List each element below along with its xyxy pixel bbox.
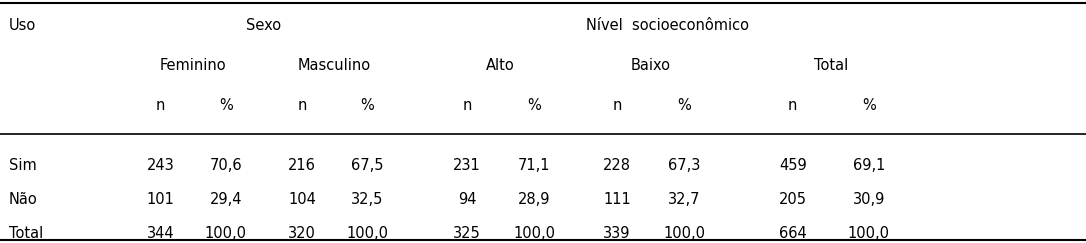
Text: 339: 339 xyxy=(603,226,631,241)
Text: 325: 325 xyxy=(453,226,481,241)
Text: Total: Total xyxy=(9,226,43,241)
Text: 104: 104 xyxy=(288,192,316,207)
Text: %: % xyxy=(219,98,232,113)
Text: n: n xyxy=(463,98,471,113)
Text: 70,6: 70,6 xyxy=(210,158,242,173)
Text: 216: 216 xyxy=(288,158,316,173)
Text: 100,0: 100,0 xyxy=(514,226,555,241)
Text: 32,5: 32,5 xyxy=(351,192,383,207)
Text: n: n xyxy=(613,98,621,113)
Text: 28,9: 28,9 xyxy=(518,192,551,207)
Text: %: % xyxy=(678,98,691,113)
Text: 228: 228 xyxy=(603,158,631,173)
Text: 100,0: 100,0 xyxy=(346,226,388,241)
Text: 71,1: 71,1 xyxy=(518,158,551,173)
Text: 30,9: 30,9 xyxy=(853,192,885,207)
Text: Alto: Alto xyxy=(487,58,515,73)
Text: Feminino: Feminino xyxy=(160,58,227,73)
Text: Nível  socioeconômico: Nível socioeconômico xyxy=(586,18,749,33)
Text: Uso: Uso xyxy=(9,18,36,33)
Text: n: n xyxy=(156,98,165,113)
Text: 100,0: 100,0 xyxy=(664,226,705,241)
Text: 459: 459 xyxy=(779,158,807,173)
Text: 29,4: 29,4 xyxy=(210,192,242,207)
Text: Não: Não xyxy=(9,192,37,207)
Text: 664: 664 xyxy=(779,226,807,241)
Text: n: n xyxy=(788,98,797,113)
Text: 69,1: 69,1 xyxy=(853,158,885,173)
Text: 100,0: 100,0 xyxy=(848,226,889,241)
Text: %: % xyxy=(528,98,541,113)
Text: 100,0: 100,0 xyxy=(205,226,247,241)
Text: 111: 111 xyxy=(603,192,631,207)
Text: %: % xyxy=(361,98,374,113)
Text: 344: 344 xyxy=(147,226,175,241)
Text: Sexo: Sexo xyxy=(247,18,281,33)
Text: Baixo: Baixo xyxy=(631,58,670,73)
Text: 205: 205 xyxy=(779,192,807,207)
Text: Masculino: Masculino xyxy=(298,58,371,73)
Text: 243: 243 xyxy=(147,158,175,173)
Text: 320: 320 xyxy=(288,226,316,241)
Text: 67,3: 67,3 xyxy=(668,158,700,173)
Text: Sim: Sim xyxy=(9,158,37,173)
Text: %: % xyxy=(862,98,875,113)
Text: n: n xyxy=(298,98,306,113)
Text: 67,5: 67,5 xyxy=(351,158,383,173)
Text: 32,7: 32,7 xyxy=(668,192,700,207)
Text: 101: 101 xyxy=(147,192,175,207)
Text: Total: Total xyxy=(813,58,848,73)
Text: 231: 231 xyxy=(453,158,481,173)
Text: 94: 94 xyxy=(457,192,477,207)
